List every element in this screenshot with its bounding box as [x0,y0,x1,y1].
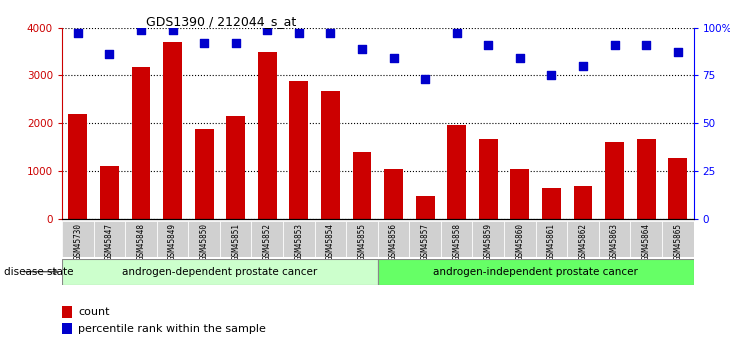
Text: androgen-dependent prostate cancer: androgen-dependent prostate cancer [123,267,318,277]
Text: GSM45854: GSM45854 [326,223,335,259]
Bar [62,306,72,318]
Bar [321,91,340,219]
Bar [163,42,182,219]
Bar [668,158,687,219]
Bar [479,139,498,219]
Bar [510,169,529,219]
Text: GSM45863: GSM45863 [610,223,619,259]
Text: disease state: disease state [4,267,73,277]
Point [483,42,494,48]
Bar [289,81,308,219]
Bar [69,114,88,219]
Bar [662,221,694,257]
Text: GSM45862: GSM45862 [578,223,588,259]
Text: GSM45858: GSM45858 [452,223,461,259]
Text: GSM45865: GSM45865 [673,223,683,259]
Text: androgen-independent prostate cancer: androgen-independent prostate cancer [433,267,638,277]
Bar [126,221,157,257]
Point [514,56,526,61]
Point [230,40,242,46]
Text: GSM45864: GSM45864 [642,223,650,259]
Bar [100,166,119,219]
Bar [353,152,372,219]
Bar [415,196,434,219]
Text: GSM45855: GSM45855 [358,223,366,259]
Point [388,56,399,61]
Point [135,27,147,32]
Bar [188,221,220,257]
Bar [258,51,277,219]
Point [419,77,431,82]
Point [166,27,178,32]
Text: percentile rank within the sample: percentile rank within the sample [79,324,266,334]
Text: GSM45852: GSM45852 [263,223,272,259]
Bar [62,259,378,285]
Bar [631,221,662,257]
Bar [599,221,631,257]
Bar [157,221,188,257]
Text: GSM45730: GSM45730 [73,223,82,259]
Text: GSM45850: GSM45850 [199,223,209,259]
Text: GSM45853: GSM45853 [294,223,304,259]
Bar [536,221,567,257]
Bar [378,221,410,257]
Text: GSM45856: GSM45856 [389,223,398,259]
Point [356,46,368,51]
Text: GSM45848: GSM45848 [137,223,145,259]
Bar [567,221,599,257]
Bar [410,221,441,257]
Text: GSM45847: GSM45847 [105,223,114,259]
Bar [346,221,378,257]
Point [640,42,652,48]
Bar [93,221,126,257]
Text: GSM45851: GSM45851 [231,223,240,259]
Bar [574,186,593,219]
Point [577,63,589,69]
Point [199,40,210,46]
Bar [378,259,694,285]
Bar [472,221,504,257]
Point [672,50,683,55]
Bar [62,323,72,334]
Bar [220,221,251,257]
Point [545,73,557,78]
Point [293,31,304,36]
Point [104,52,115,57]
Text: GSM45859: GSM45859 [484,223,493,259]
Bar [226,116,245,219]
Point [72,31,84,36]
Bar [384,169,403,219]
Bar [283,221,315,257]
Bar [637,139,656,219]
Bar [252,221,283,257]
Point [325,31,337,36]
Bar [605,142,624,219]
Text: GSM45860: GSM45860 [515,223,524,259]
Text: count: count [79,307,110,317]
Bar [195,129,214,219]
Bar [447,125,466,219]
Bar [131,67,150,219]
Bar [315,221,346,257]
Text: GSM45849: GSM45849 [168,223,177,259]
Bar [504,221,536,257]
Point [451,31,463,36]
Bar [542,188,561,219]
Point [609,42,620,48]
Text: GSM45861: GSM45861 [547,223,556,259]
Bar [62,221,93,257]
Bar [441,221,472,257]
Point [261,27,273,32]
Text: GDS1390 / 212044_s_at: GDS1390 / 212044_s_at [146,16,296,29]
Text: GSM45857: GSM45857 [420,223,430,259]
